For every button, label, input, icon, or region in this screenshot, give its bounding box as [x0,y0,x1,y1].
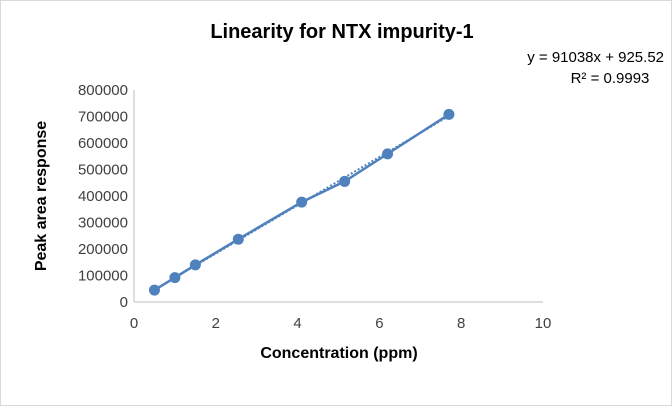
data-point [339,175,351,187]
data-point [296,196,308,208]
y-tick-label: 200000 [78,241,128,258]
x-tick-label: 4 [293,315,301,332]
y-tick-label: 500000 [78,162,128,179]
data-point [148,284,160,296]
y-axis-title: Peak area response [33,121,50,271]
y-tick-label: 300000 [78,215,128,232]
data-point [382,148,394,160]
y-tick-label: 100000 [78,268,128,285]
y-tick-label: 700000 [78,109,128,126]
x-tick-label: 2 [212,315,220,332]
data-series [148,108,455,296]
y-tick-label: 0 [120,294,128,311]
x-tick-label: 8 [457,315,465,332]
y-tick-label: 400000 [78,188,128,205]
trendline-equation: y = 91038x + 925.52 [527,49,664,66]
data-point [189,259,201,271]
x-tick-label: 10 [535,315,552,332]
y-tick-labels: 0 100000 200000 300000 400000 500000 600000 700… [78,82,128,311]
data-point [169,272,181,284]
data-point [232,233,244,245]
x-tick-label: 6 [375,315,383,332]
y-tick-label: 800000 [78,82,128,99]
y-tick-label: 600000 [78,135,128,152]
x-tick-labels: 0 2 4 6 8 10 [130,315,552,332]
data-point [443,108,455,120]
trendline-r-squared: R² = 0.9993 [571,70,650,87]
x-tick-label: 0 [130,315,138,332]
x-axis-title: Concentration (ppm) [260,345,417,362]
chart-title: Linearity for NTX impurity-1 [210,21,473,43]
